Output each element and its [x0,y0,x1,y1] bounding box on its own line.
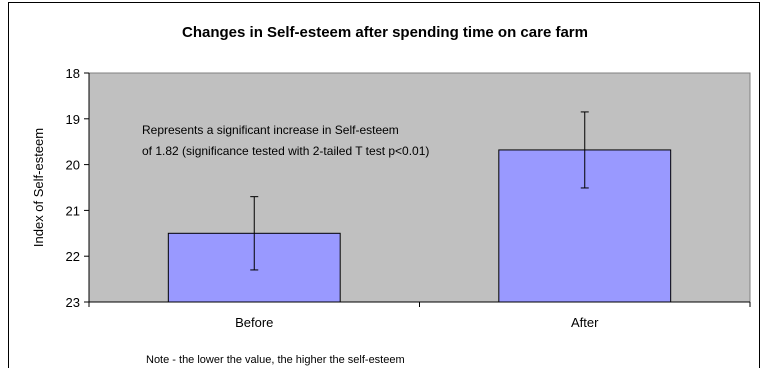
y-tick-label: 23 [66,295,80,310]
chart-frame: Changes in Self-esteem after spending ti… [8,2,760,368]
bar-chart: Changes in Self-esteem after spending ti… [31,24,751,366]
annotation-line-1: Represents a significant increase in Sel… [142,123,399,137]
y-tick-label: 22 [66,249,80,264]
y-tick-label: 19 [66,112,80,127]
error-bar [250,196,259,271]
x-tick-label: Before [235,315,273,330]
y-tick-label: 20 [66,158,80,173]
y-tick-label: 18 [66,66,80,81]
chart-title: Changes in Self-esteem after spending ti… [182,24,588,41]
footnote: Note - the lower the value, the higher t… [146,354,405,366]
error-bar [580,111,589,189]
y-axis-label: Index of Self-esteem [31,128,46,247]
x-tick-label: After [571,315,599,330]
y-tick-label: 21 [66,203,80,218]
annotation-line-2: of 1.82 (significance tested with 2-tail… [142,144,429,158]
